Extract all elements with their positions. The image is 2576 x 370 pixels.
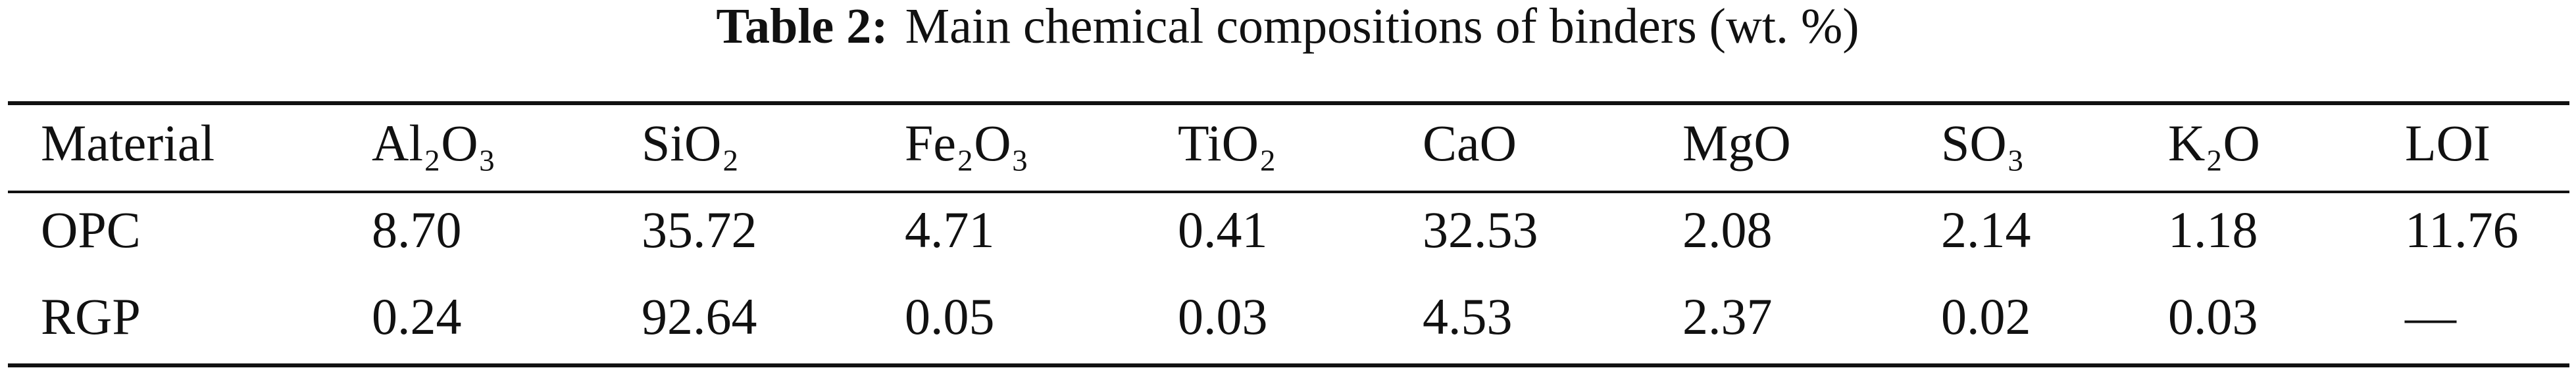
body-cell: 92.64 [642, 288, 757, 345]
header-cell: SO₃ [1941, 114, 2025, 172]
body-cell: 0.24 [372, 288, 462, 345]
body-cell: 35.72 [642, 201, 757, 258]
body-cell: RGP [41, 288, 141, 345]
table-label: Table 2: [716, 0, 888, 54]
body-cell: 0.03 [2168, 288, 2258, 345]
body-cell: 2.14 [1941, 201, 2031, 258]
header-cell: Material [41, 114, 215, 172]
body-cell: 0.05 [905, 288, 995, 345]
body-cell: 0.41 [1178, 201, 1268, 258]
header-cell: MgO [1682, 114, 1791, 172]
header-cell: Al₂O₃ [372, 114, 496, 172]
table-title: Table 2: Main chemical compositions of bi… [716, 0, 1859, 54]
body-cell: 1.18 [2168, 201, 2258, 258]
body-cell: OPC [41, 201, 141, 258]
header-cell: TiO₂ [1178, 114, 1276, 172]
body-cell: 4.71 [905, 201, 995, 258]
body-cell: 2.37 [1682, 288, 1773, 345]
header-cell: SiO₂ [642, 114, 740, 172]
table-caption: Main chemical compositions of binders (w… [905, 0, 1859, 54]
body-cell: 4.53 [1423, 288, 1513, 345]
header-cell: K₂O [2168, 114, 2260, 172]
body-cell: 2.08 [1682, 201, 1773, 258]
body-cell: 0.03 [1178, 288, 1268, 345]
header-cell: CaO [1423, 114, 1517, 172]
body-cell: 32.53 [1423, 201, 1538, 258]
body-cell: 11.76 [2405, 201, 2519, 258]
body-cell: 0.02 [1941, 288, 2031, 345]
body-cell: — [2404, 288, 2457, 345]
header-cell: LOI [2405, 114, 2490, 172]
header-cell: Fe₂O₃ [905, 114, 1029, 172]
body-cell: 8.70 [372, 201, 462, 258]
